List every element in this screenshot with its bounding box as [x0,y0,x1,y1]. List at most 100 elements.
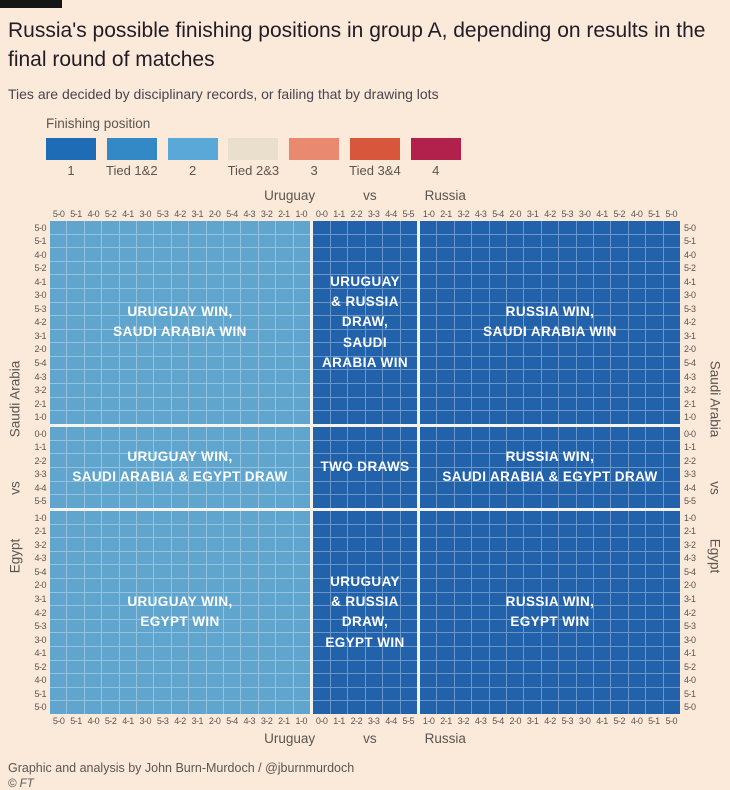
grid-cell [276,343,293,356]
grid-cell [454,619,472,633]
grid-cell [420,343,437,356]
grid-cell [154,578,171,592]
grid-cell [171,397,189,411]
grid-cell [102,619,119,633]
x-tick-label: 1-0 [422,208,435,219]
grid-cell [223,578,241,592]
grid-cell [50,578,67,592]
grid-cell [593,234,611,248]
grid-cell [593,302,611,316]
grid-cell [84,220,102,234]
grid-cell [206,329,223,343]
x-tick-label: 3-1 [191,208,204,219]
grid-cell [472,538,489,551]
grid-cell [293,524,310,538]
grid-cell [400,384,417,397]
grid-cell [293,495,310,509]
top-border-bar [0,0,62,8]
grid-cell [611,384,628,397]
grid-cell [628,633,646,646]
grid-cell [400,565,417,578]
grid-cell [506,329,524,343]
y-axis-title-left-text: Egypt vs Saudi Arabia [8,361,23,574]
grid-cell [628,411,646,424]
grid-cell [576,343,593,356]
y-tick-label: 5-2 [684,263,696,274]
x-tick-label: 4-2 [174,715,186,726]
grid-cell [102,524,119,538]
grid-cell [383,220,400,234]
grid-cell [472,660,489,674]
grid-cell [84,248,102,261]
grid-cell [628,524,646,538]
grid-cell [420,261,437,275]
grid-cell [437,329,454,343]
grid-cell [119,674,136,687]
grid-cell [383,316,400,329]
grid-cell [258,411,276,424]
grid-cell [206,454,223,467]
grid-cell [67,565,84,578]
grid-cell [646,220,663,234]
grid-cell [102,606,119,619]
region-saudi-arabia-win--uruguay-win: URUGUAY WIN, SAUDI ARABIA WIN [50,220,310,424]
grid-cell [420,619,437,633]
grid-cell [313,234,330,248]
x-tick-label: 4-3 [243,208,256,219]
grid-cell [454,538,472,551]
grid-cell [223,426,241,440]
grid-cell [189,495,206,509]
grid-cell [437,370,454,384]
grid-cell [437,592,454,606]
grid-cell [241,565,258,578]
grid-cell [541,687,559,701]
grid-cell [313,578,330,592]
grid-cell [119,426,136,440]
grid-cell [576,454,593,467]
grid-cell [628,288,646,302]
grid-cell [171,592,189,606]
grid-cell [663,220,680,234]
grid-cell [383,495,400,509]
grid-cell [206,261,223,275]
grid-cell [383,329,400,343]
grid-cell [276,275,293,288]
grid-cell [136,578,154,592]
grid-cell [489,619,506,633]
grid-cell [223,220,241,234]
grid-cell [576,619,593,633]
grid-cell [506,551,524,565]
grid-cell [541,343,559,356]
grid-cell [102,660,119,674]
grid-cell [50,316,67,329]
grid-cell [136,397,154,411]
grid-cell [365,220,382,234]
legend-item-label: Tied 3&4 [349,162,401,178]
grid-cell [67,687,84,701]
grid-cell [84,524,102,538]
grid-cell [628,316,646,329]
grid-cell [420,511,437,524]
grid-cell [489,234,506,248]
grid-cell [365,481,382,495]
y-tick-label: 1-1 [684,442,696,453]
region-label: RUSSIA WIN, SAUDI ARABIA WIN [483,304,617,340]
grid-cell [646,701,663,714]
grid-cell [154,619,171,633]
grid-cell [189,220,206,234]
grid-cell [383,565,400,578]
grid-cell [454,329,472,343]
grid-cell [663,660,680,674]
grid-cell [489,467,506,481]
grid-cell [206,701,223,714]
grid-cell [365,454,382,467]
grid-cell [258,481,276,495]
grid-cell [472,356,489,370]
grid-cell [593,481,611,495]
grid-cell [400,495,417,509]
grid-cell [223,592,241,606]
grid-cell [593,467,611,481]
grid-cell [663,329,680,343]
grid-cell [330,234,347,248]
grid-cell [136,674,154,687]
